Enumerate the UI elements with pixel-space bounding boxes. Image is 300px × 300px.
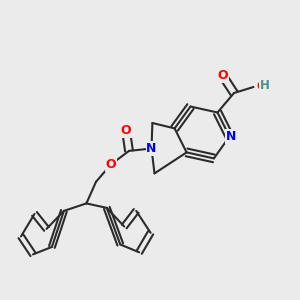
Text: N: N bbox=[146, 142, 157, 155]
Text: O: O bbox=[256, 80, 266, 94]
Text: O: O bbox=[106, 158, 116, 171]
Text: O: O bbox=[217, 69, 228, 82]
Text: H: H bbox=[260, 79, 270, 92]
Text: N: N bbox=[226, 130, 236, 143]
Text: O: O bbox=[121, 124, 131, 137]
